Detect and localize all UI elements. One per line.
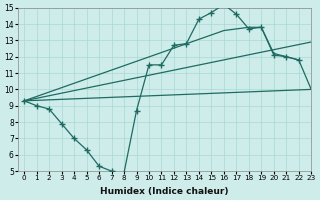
- X-axis label: Humidex (Indice chaleur): Humidex (Indice chaleur): [100, 187, 229, 196]
